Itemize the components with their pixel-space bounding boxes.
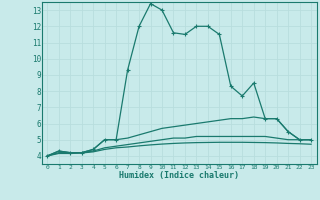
X-axis label: Humidex (Indice chaleur): Humidex (Indice chaleur) (119, 171, 239, 180)
